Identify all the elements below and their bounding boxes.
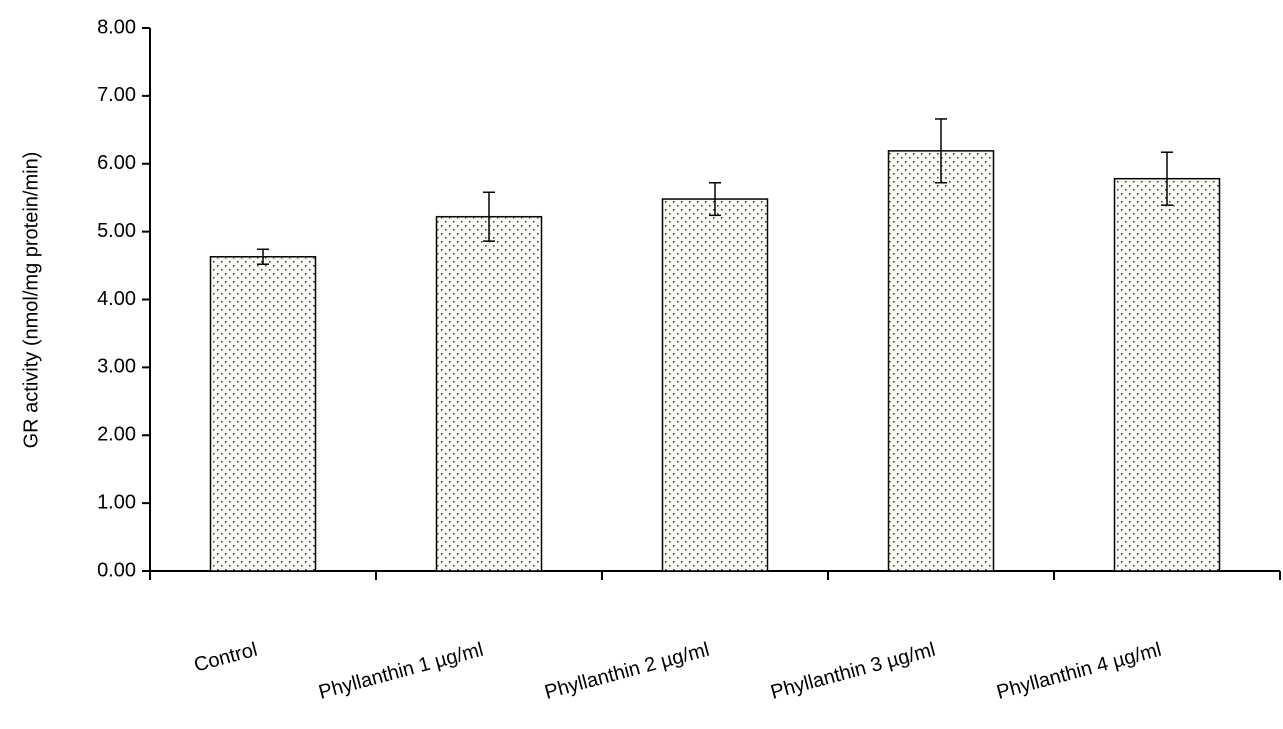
error-bar xyxy=(709,182,721,217)
y-tick-label: 6.00 xyxy=(97,152,136,174)
error-bar xyxy=(1161,151,1173,206)
bar xyxy=(887,150,995,572)
x-tick-label: Phyllanthin 2 µg/ml xyxy=(542,639,711,704)
y-tick-label: 7.00 xyxy=(97,84,136,106)
error-bar xyxy=(257,248,269,265)
x-tick-label: Phyllanthin 3 µg/ml xyxy=(768,639,937,704)
y-tick-label: 1.00 xyxy=(97,491,136,513)
bar xyxy=(209,255,317,572)
error-bar xyxy=(935,118,947,184)
y-tick-label: 2.00 xyxy=(97,424,136,446)
bar xyxy=(435,215,543,572)
error-bar xyxy=(483,191,495,242)
x-tick-label: Control xyxy=(192,639,260,677)
y-tick-label: 8.00 xyxy=(97,16,136,38)
y-tick-label: 0.00 xyxy=(97,559,136,581)
bar xyxy=(661,198,769,572)
y-axis-label: GR activity (nmol/mg protein/min) xyxy=(20,152,42,449)
y-tick-label: 4.00 xyxy=(97,288,136,310)
y-tick-label: 3.00 xyxy=(97,356,136,378)
x-tick-label: Phyllanthin 1 µg/ml xyxy=(316,639,485,704)
y-tick-label: 5.00 xyxy=(97,220,136,242)
bar xyxy=(1113,177,1221,572)
x-tick-label: Phyllanthin 4 µg/ml xyxy=(994,639,1163,704)
